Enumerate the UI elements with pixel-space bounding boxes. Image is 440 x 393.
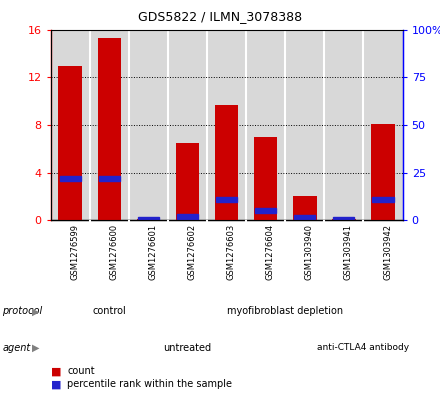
Text: protocol: protocol xyxy=(2,307,42,316)
Text: GSM1303941: GSM1303941 xyxy=(344,224,353,280)
Text: ▶: ▶ xyxy=(32,307,40,316)
Bar xyxy=(254,137,278,220)
Bar xyxy=(90,30,129,220)
Bar xyxy=(363,30,403,220)
Text: GSM1276600: GSM1276600 xyxy=(109,224,118,280)
Bar xyxy=(176,143,199,220)
Text: GSM1303940: GSM1303940 xyxy=(305,224,314,280)
Bar xyxy=(246,30,285,220)
Bar xyxy=(332,219,356,220)
Bar xyxy=(99,176,120,181)
Text: agent: agent xyxy=(2,343,30,353)
Text: anti-CTLA4 antibody: anti-CTLA4 antibody xyxy=(317,343,410,352)
Text: ▶: ▶ xyxy=(32,343,40,353)
Bar xyxy=(51,30,90,220)
Text: myofibroblast depletion: myofibroblast depletion xyxy=(227,307,343,316)
Bar xyxy=(207,30,246,220)
Text: GSM1276604: GSM1276604 xyxy=(266,224,275,280)
Bar xyxy=(371,124,395,220)
Bar xyxy=(373,197,394,202)
Text: GDS5822 / ILMN_3078388: GDS5822 / ILMN_3078388 xyxy=(138,10,302,23)
Bar xyxy=(215,105,238,220)
Bar xyxy=(334,217,355,222)
Text: percentile rank within the sample: percentile rank within the sample xyxy=(67,379,232,389)
Bar xyxy=(59,176,81,181)
Bar xyxy=(168,30,207,220)
Bar xyxy=(98,38,121,220)
Bar xyxy=(59,66,82,220)
Bar xyxy=(216,197,237,202)
Text: GSM1276602: GSM1276602 xyxy=(187,224,197,280)
Text: ■: ■ xyxy=(51,366,61,376)
Text: GSM1276599: GSM1276599 xyxy=(70,224,79,280)
Bar xyxy=(324,30,363,220)
Bar xyxy=(129,30,168,220)
Text: GSM1303942: GSM1303942 xyxy=(383,224,392,280)
Bar xyxy=(138,217,159,222)
Text: count: count xyxy=(67,366,95,376)
Bar xyxy=(137,219,160,220)
Text: ■: ■ xyxy=(51,379,61,389)
Bar xyxy=(294,215,315,220)
Bar xyxy=(293,196,316,220)
Bar xyxy=(177,214,198,219)
Text: GSM1276601: GSM1276601 xyxy=(148,224,158,280)
Bar xyxy=(255,208,276,213)
Text: GSM1276603: GSM1276603 xyxy=(227,224,235,280)
Text: control: control xyxy=(92,307,126,316)
Text: untreated: untreated xyxy=(163,343,212,353)
Bar xyxy=(285,30,324,220)
